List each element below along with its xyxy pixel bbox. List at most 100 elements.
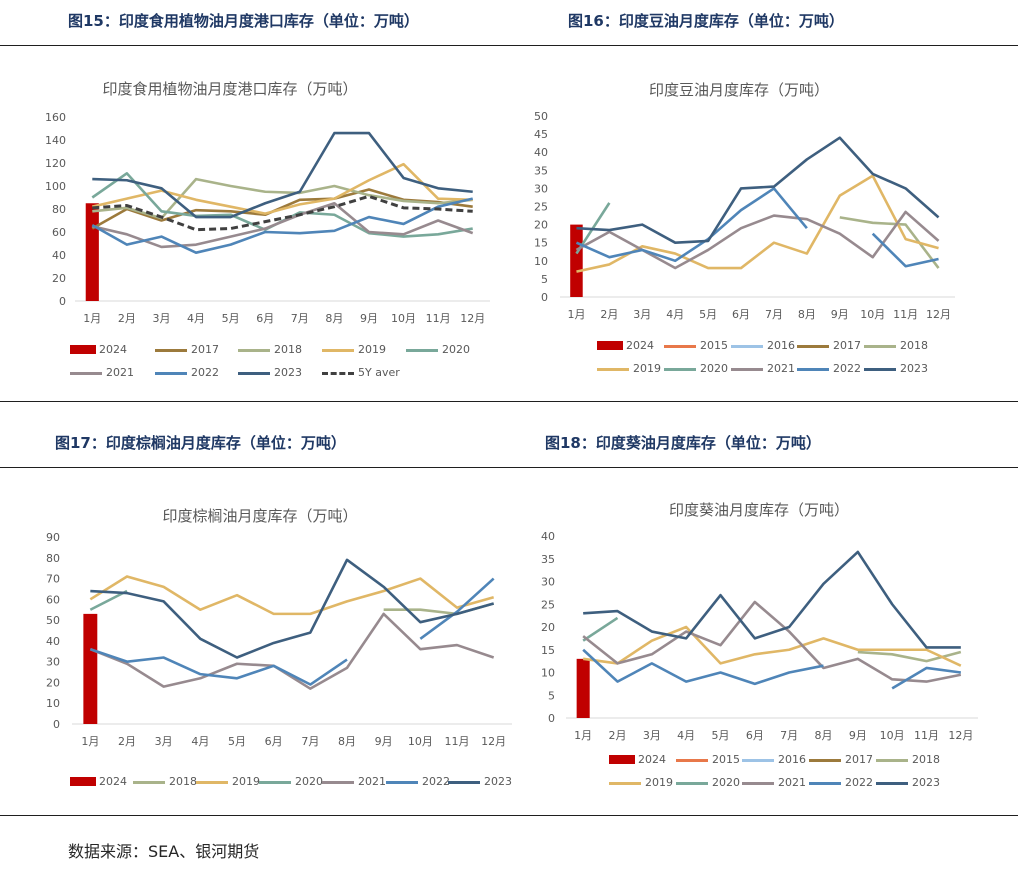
legend-label: 2019 (232, 775, 260, 788)
legend-label: 2018 (900, 339, 928, 352)
legend-swatch (864, 368, 896, 371)
legend-swatch (742, 759, 774, 762)
x-tick-label: 6月 (256, 312, 274, 325)
bar-2024 (576, 658, 590, 718)
bar-2024 (83, 613, 98, 724)
legend-label: 2015 (712, 753, 740, 766)
legend-swatch (809, 759, 841, 762)
x-tick-label: 11月 (426, 312, 451, 325)
line-2020 (582, 616, 619, 642)
y-tick-label: 20 (541, 621, 555, 634)
x-tick-label: 1月 (81, 735, 99, 748)
line-2023 (92, 131, 473, 219)
y-tick-label: 90 (46, 531, 60, 544)
legend-swatch (609, 782, 641, 785)
legend-label: 2021 (358, 775, 386, 788)
legend-swatch (322, 349, 354, 352)
line-2019 (91, 162, 473, 215)
y-tick-label: 15 (541, 644, 555, 657)
legend-label: 2019 (358, 343, 386, 356)
x-tick-label: 3月 (633, 308, 651, 321)
legend-label: 2021 (778, 776, 806, 789)
y-tick-label: 20 (534, 219, 548, 232)
bar-2024 (570, 224, 583, 297)
chart-soybean-oil-stock: 印度豆油月度库存（万吨） 0 5 10 15 20 25 30 35 40 45 50 1月 2月 3月 4… (509, 0, 1018, 400)
data-source-note: 数据来源：SEA、银河期货 (68, 842, 260, 861)
line-2018 (839, 216, 940, 269)
y-tick-label: 10 (534, 255, 548, 268)
legend-swatch (70, 372, 102, 375)
y-tick-label: 40 (534, 146, 548, 159)
chart-title: 印度豆油月度库存（万吨） (648, 81, 829, 99)
y-tick-label: 10 (541, 667, 555, 680)
x-tick-label: 3月 (155, 735, 173, 748)
legend-label: 2023 (274, 366, 302, 379)
x-tick-label: 11月 (445, 735, 470, 748)
chart-title: 印度食用植物油月度港口库存（万吨） (102, 80, 358, 98)
legend-label: 2019 (645, 776, 673, 789)
legend-swatch (664, 345, 696, 348)
legend-label: 2023 (912, 776, 940, 789)
legend-swatch (155, 349, 187, 352)
line-2021 (575, 210, 940, 270)
x-tick-label: 12月 (481, 735, 506, 748)
legend-swatch (797, 345, 829, 348)
legend-label: 2016 (767, 339, 795, 352)
legend-swatch (664, 368, 696, 371)
x-tick-label: 9月 (849, 729, 867, 742)
legend-label: 2016 (778, 753, 806, 766)
legend-swatch (259, 781, 291, 784)
y-tick-label: 120 (45, 157, 66, 170)
legend-label: 2022 (191, 366, 219, 379)
chart-plot-area: 0 5 10 15 20 25 30 35 40 45 50 1月 2月 3月 4月 5月 6月 7月 8月 9月 10… (534, 110, 955, 321)
y-tick-label: 0 (541, 291, 548, 304)
legend-swatch (155, 372, 187, 375)
line-2023 (90, 558, 495, 659)
legend-label: 2024 (99, 343, 127, 356)
legend-swatch (876, 782, 908, 785)
legend-swatch (676, 782, 708, 785)
y-tick-label: 140 (45, 134, 66, 147)
y-tick-label: 0 (53, 718, 60, 731)
y-tick-label: 25 (534, 201, 548, 214)
legend-label: 2015 (700, 339, 728, 352)
x-tick-label: 12月 (926, 308, 951, 321)
legend-swatch (609, 755, 635, 764)
legend-swatch (731, 345, 763, 348)
x-tick-label: 3月 (152, 312, 170, 325)
legend-label: 2020 (712, 776, 740, 789)
x-tick-label: 9月 (831, 308, 849, 321)
legend-label: 2022 (845, 776, 873, 789)
legend-label: 2023 (484, 775, 512, 788)
line-2022 (89, 647, 348, 686)
legend-label: 2017 (845, 753, 873, 766)
x-tick-label: 11月 (893, 308, 918, 321)
legend-swatch (386, 781, 418, 784)
line-2021 (89, 612, 495, 690)
line-2019 (576, 174, 939, 273)
legend-swatch (797, 368, 829, 371)
divider-bottom (0, 815, 1018, 816)
legend-label: 2017 (191, 343, 219, 356)
legend-swatch (864, 345, 896, 348)
chart-plot-area: 0 10 20 30 40 50 60 70 80 90 1月 2月 3月 4月 5月 6月 7月 8月 9月 10月… (46, 531, 512, 748)
legend-label: 2024 (99, 775, 127, 788)
x-tick-label: 10月 (860, 308, 885, 321)
line-2022 (575, 187, 808, 263)
y-tick-label: 30 (46, 656, 60, 669)
x-tick-label: 6月 (746, 729, 764, 742)
chart-sunflower-oil-stock: 印度葵油月度库存（万吨） 0 5 10 15 20 25 30 35 40 1月 2月 3月 4月 5月 6… (509, 470, 1018, 815)
x-tick-label: 10月 (880, 729, 905, 742)
x-tick-label: 7月 (291, 312, 309, 325)
x-tick-label: 9月 (360, 312, 378, 325)
y-tick-label: 80 (52, 203, 66, 216)
legend-swatch (322, 372, 354, 375)
divider-top (0, 45, 1018, 46)
y-tick-label: 70 (46, 573, 60, 586)
y-tick-label: 40 (541, 530, 555, 543)
chart-plot-area: 0 5 10 15 20 25 30 35 40 1月 2月 3月 4月 5月 6月 7月 8月 9月 10月 11月… (541, 530, 978, 742)
x-tick-label: 7月 (765, 308, 783, 321)
divider-middle (0, 401, 1018, 402)
legend-label: 2021 (767, 362, 795, 375)
y-tick-label: 20 (46, 676, 60, 689)
